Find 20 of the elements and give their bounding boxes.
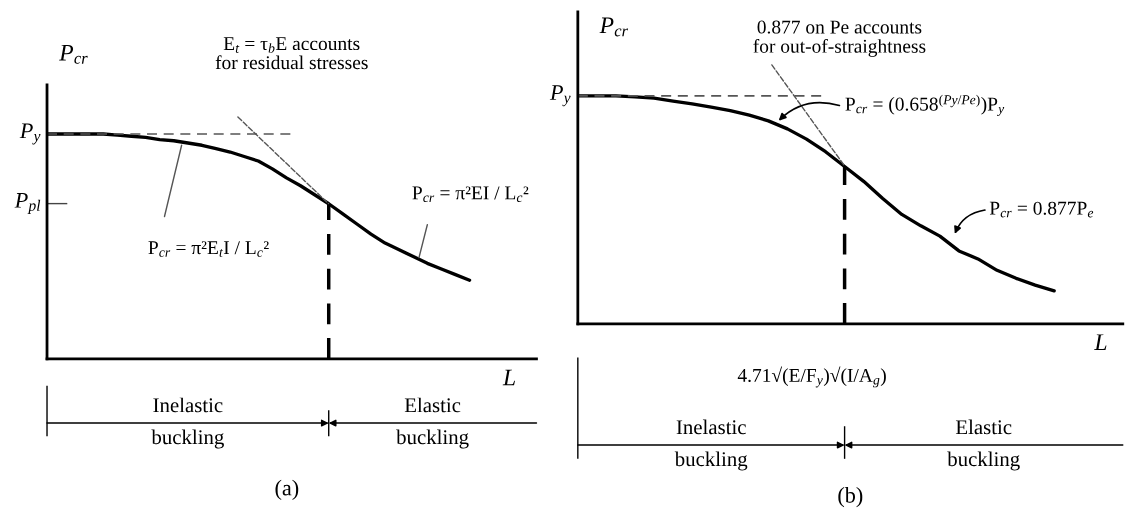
y-axis-title: P$_{cr}$ [59, 44, 88, 64]
text: Elastic buckling [947, 419, 1020, 471]
text: Elastic buckling [396, 397, 469, 449]
x-axis-title: L [502, 369, 515, 386]
text: E$_{t}$ = τ$_{b}$E accounts for residual stresses [215, 37, 368, 70]
annotation: P$_{cr}$ = π²EI / L$_{c}$² [412, 186, 529, 203]
x-axis-title: L [1094, 334, 1107, 350]
annotation: P$_{cr}$ = 0.877P$_{e}$ [989, 201, 1094, 218]
ref-line-label: P$_{y}$ [19, 123, 41, 145]
text: Inelastic buckling [151, 397, 224, 449]
text: 4.71√(E/F$_{y}$)√(I/A$_{g}$) [737, 366, 886, 388]
annotation: P$_{cr}$ = π²E$_{t}$I / L$_{c}$² [148, 241, 269, 257]
text: (b) [838, 487, 863, 508]
annotation: P$_{pl}$ [14, 193, 41, 214]
annotation: P$_{cr}$ = (0.658$^{(Py/Pe)}$)P$_{y}$ [845, 94, 1005, 117]
y-axis-title: P$_{cr}$ [599, 17, 629, 37]
text: 0.877 on Pe accounts for out-of-straightness [753, 20, 926, 57]
text: (a) [275, 479, 299, 500]
ref-line-label: P$_{y}$ [549, 85, 571, 107]
text: Inelastic buckling [674, 419, 748, 471]
